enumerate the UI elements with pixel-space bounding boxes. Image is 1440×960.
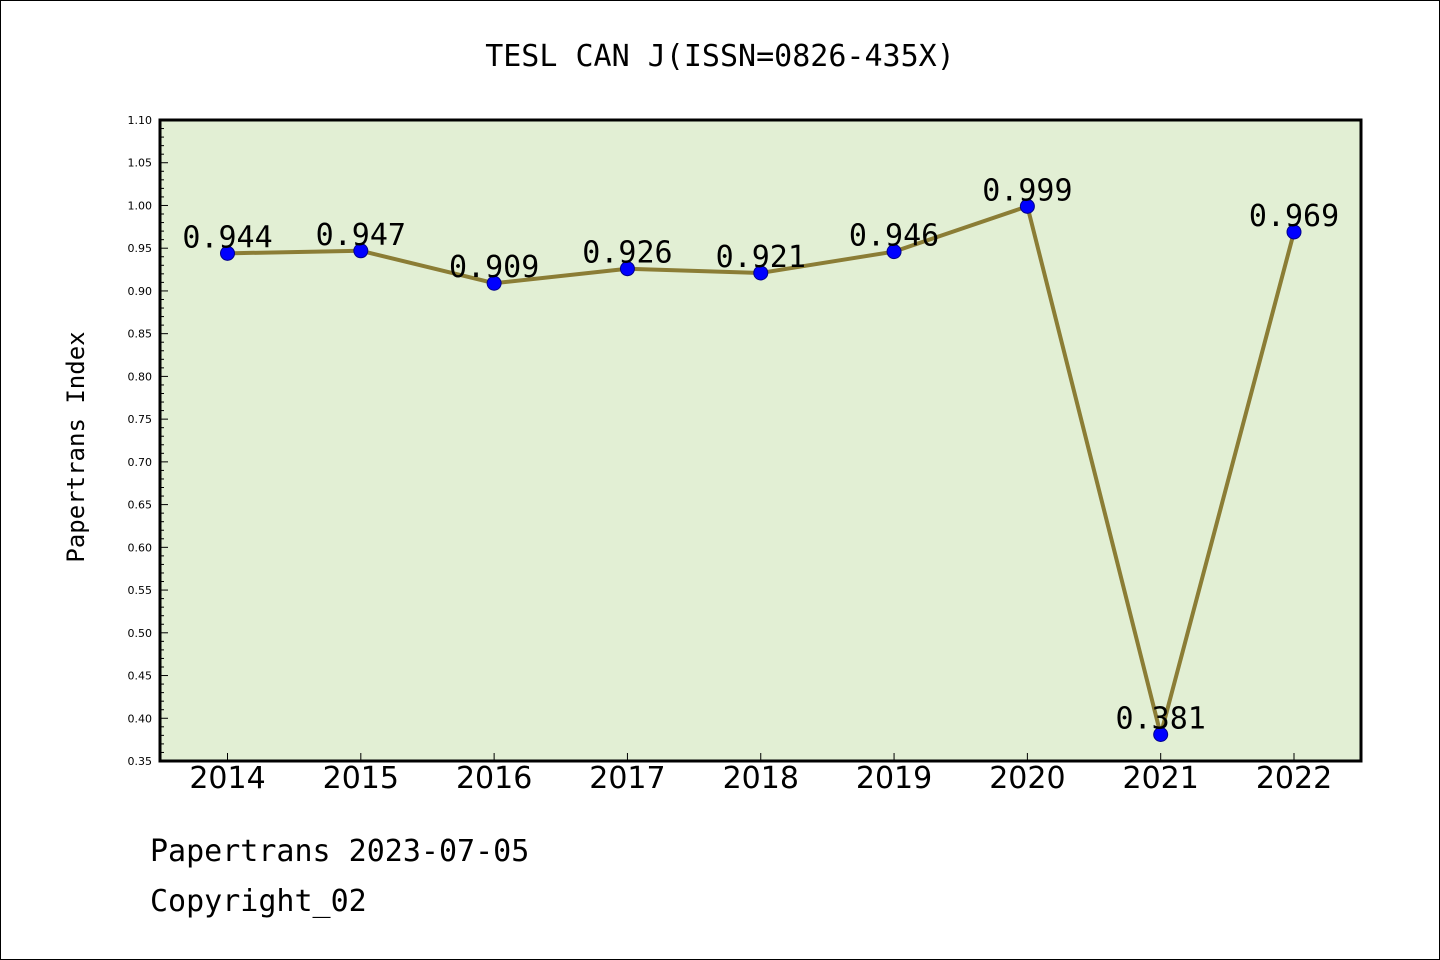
y-tick-label: 0.40 — [128, 712, 153, 725]
x-tick-label: 2017 — [589, 761, 665, 796]
x-tick-label: 2019 — [856, 761, 932, 796]
x-tick-label: 2020 — [989, 761, 1065, 796]
data-label: 0.926 — [582, 236, 672, 271]
data-point-marker — [1019, 198, 1035, 214]
x-tick-label: 2015 — [323, 761, 399, 796]
data-labels: 0.944 0.947 0.909 0.926 0.921 0.946 0.999 0.381… — [182, 173, 1339, 736]
y-axis-label: Papertrans Index — [62, 331, 90, 562]
data-point-marker — [886, 244, 902, 260]
y-tick-label: 1.10 — [128, 114, 153, 127]
x-tick-label: 2014 — [189, 761, 265, 796]
x-tick-label: 2018 — [723, 761, 799, 796]
data-point-marker — [1286, 224, 1302, 240]
plot-border — [158, 118, 1363, 763]
x-tick-label: 2022 — [1256, 761, 1332, 796]
y-tick-label: 0.65 — [128, 499, 153, 512]
data-label: 0.999 — [982, 173, 1072, 208]
series-markers — [220, 198, 1302, 743]
y-tick-label: 0.50 — [128, 627, 153, 640]
data-label: 0.946 — [849, 219, 939, 254]
y-tick-label: 0.35 — [128, 755, 153, 768]
y-tick-label: 1.00 — [128, 199, 153, 212]
data-point-marker — [220, 245, 235, 261]
y-tick-label: 1.05 — [128, 157, 153, 170]
y-tick-label: 0.80 — [128, 370, 153, 383]
y-axis: 0.35 0.40 0.45 0.50 0.55 0.60 0.65 0.70 0.75 0.80… — [128, 114, 168, 768]
x-tick-label: 2016 — [456, 761, 532, 796]
y-tick-label: 0.85 — [128, 328, 153, 341]
data-label: 0.947 — [316, 218, 406, 253]
footer-date: Papertrans 2023-07-05 — [150, 834, 530, 869]
data-point-marker — [486, 275, 502, 291]
y-tick-label: 0.55 — [128, 584, 153, 597]
data-point-marker — [753, 265, 769, 281]
data-label: 0.381 — [1116, 702, 1206, 737]
y-tick-label: 0.45 — [128, 670, 153, 683]
data-label: 0.909 — [449, 250, 539, 285]
data-point-marker — [619, 261, 635, 277]
plot-area — [160, 120, 1361, 761]
data-label: 0.944 — [182, 220, 272, 255]
footer-copyright: Copyright_02 — [150, 884, 367, 919]
y-tick-label: 0.70 — [128, 456, 153, 469]
data-label: 0.921 — [716, 240, 806, 275]
y-tick-label: 0.95 — [128, 242, 153, 255]
data-point-marker — [353, 243, 369, 259]
x-axis: 2014 2015 2016 2017 2018 2019 2020 2021 2022 — [189, 753, 1332, 796]
y-tick-label: 0.60 — [128, 541, 153, 554]
y-tick-label: 0.75 — [128, 413, 153, 426]
chart-title: TESL CAN J(ISSN=0826-435X) — [485, 39, 955, 74]
y-tick-label: 0.90 — [128, 285, 153, 298]
data-point-marker — [1153, 727, 1169, 743]
data-label: 0.969 — [1249, 199, 1339, 234]
x-tick-label: 2021 — [1123, 761, 1199, 796]
